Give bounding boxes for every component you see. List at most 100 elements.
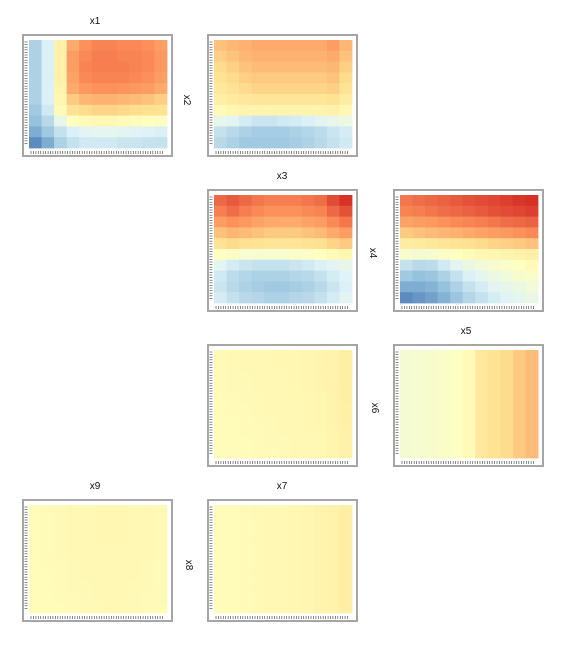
heatmap-cell (301, 382, 315, 394)
heatmap-cell (400, 393, 413, 405)
heatmap-cell (475, 216, 489, 228)
heatmap-cell (289, 436, 303, 448)
heatmap-cell (154, 602, 168, 614)
heatmap-cell (412, 447, 426, 459)
heatmap-cell (66, 94, 80, 106)
heatmap-cell (104, 40, 118, 52)
heatmap-cell (400, 360, 413, 372)
heatmap-cell (512, 259, 526, 271)
heatmap-cell (339, 414, 353, 426)
heatmap-cell (239, 61, 253, 73)
heatmap-cell (425, 360, 439, 372)
heatmap-cell (500, 227, 514, 239)
heatmap-cell (116, 559, 130, 571)
heatmap-cell (462, 227, 476, 239)
heatmap-cell (226, 559, 240, 571)
heatmap-cell (251, 50, 265, 62)
heatmap-cell (251, 580, 265, 592)
heatmap-cell (264, 393, 278, 405)
heatmap-cell (450, 227, 464, 239)
heatmap-cell (301, 447, 315, 459)
heatmap-cell (487, 195, 501, 207)
heatmap-cell (314, 40, 328, 52)
heatmap-cell (129, 515, 143, 527)
heatmap-cell (500, 281, 514, 293)
heatmap-cell (116, 40, 130, 52)
heatmap-cell (301, 591, 315, 603)
heatmap-cell (214, 350, 227, 362)
heatmap-cell (425, 404, 439, 416)
heatmap-cell (226, 548, 240, 560)
heatmap-cell (66, 591, 80, 603)
heatmap-cell (239, 104, 253, 116)
heatmap-cell (141, 72, 155, 84)
heatmap-cell (29, 137, 42, 149)
heatmap-cell (251, 371, 265, 383)
heatmap-cell (289, 249, 303, 261)
heatmap-cell (289, 104, 303, 116)
heatmap-cell (239, 393, 253, 405)
heatmap-cell (41, 83, 55, 95)
heatmap-cell (29, 515, 42, 527)
heatmap-cell (450, 205, 464, 217)
heatmap-cell (66, 72, 80, 84)
heatmap-cell (500, 195, 514, 207)
heatmap-cell (462, 393, 476, 405)
heatmap-cell (450, 447, 464, 459)
heatmap-cell (475, 270, 489, 282)
heatmap-cell (289, 50, 303, 62)
heatmap-cell (437, 447, 451, 459)
heatmap-cell (339, 580, 353, 592)
heatmap-cell (154, 61, 168, 73)
heatmap-cell (91, 569, 105, 581)
heatmap-cell (276, 350, 290, 362)
heatmap-cell (339, 205, 353, 217)
heatmap-cell (141, 115, 155, 127)
heatmap-cell (289, 83, 303, 95)
heatmap-cell (116, 83, 130, 95)
heatmap-cell (512, 238, 526, 250)
heatmap-cell (104, 505, 118, 517)
heatmap-cell (276, 126, 290, 138)
heatmap-cell (251, 548, 265, 560)
heatmap-cell (116, 137, 130, 149)
heatmap-cell (289, 548, 303, 560)
heatmap-cell (154, 580, 168, 592)
heatmap-cell (314, 505, 328, 517)
heatmap-cell (412, 227, 426, 239)
heatmap-cell (301, 559, 315, 571)
heatmap-cell (339, 115, 353, 127)
heatmap-cell (412, 414, 426, 426)
heatmap-cell (214, 393, 227, 405)
heatmap-cell (289, 371, 303, 383)
heatmap-cell (54, 548, 68, 560)
heatmap-cell (326, 591, 340, 603)
heatmap-cell (289, 393, 303, 405)
heatmap-cell (289, 227, 303, 239)
heatmap-cell (425, 249, 439, 261)
heatmap-cell (314, 94, 328, 106)
heatmap-cell (412, 259, 426, 271)
panel-1-title: x1 (90, 16, 101, 27)
heatmap-cell (226, 115, 240, 127)
heatmap-cell (251, 602, 265, 614)
heatmap-cell (54, 50, 68, 62)
heatmap-cell (226, 83, 240, 95)
heatmap-cell (314, 569, 328, 581)
heatmap-cell (326, 360, 340, 372)
heatmap-cell (91, 104, 105, 116)
heatmap-cell (301, 40, 315, 52)
heatmap-cell (475, 205, 489, 217)
heatmap-cell (66, 115, 80, 127)
heatmap-cell (412, 270, 426, 282)
heatmap-cell (79, 126, 93, 138)
heatmap-cell (475, 393, 489, 405)
heatmap-cell (289, 360, 303, 372)
heatmap-cell (239, 414, 253, 426)
heatmap-cell (462, 360, 476, 372)
heatmap-cell (104, 115, 118, 127)
heatmap-cell (239, 281, 253, 293)
heatmap-cell (141, 94, 155, 106)
heatmap-cell (400, 249, 413, 261)
heatmap-cell (226, 137, 240, 149)
